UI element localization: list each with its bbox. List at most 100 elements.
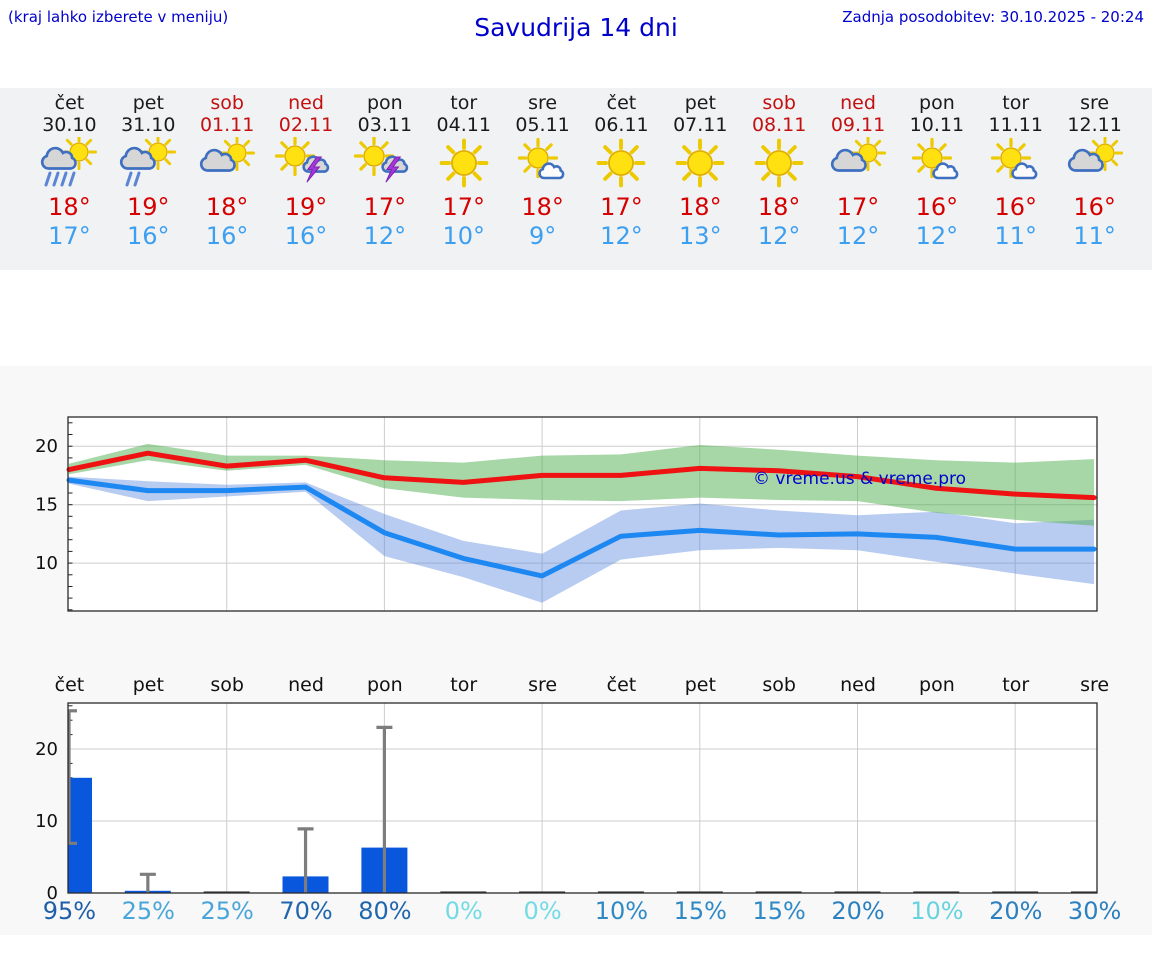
high-temp: 18° xyxy=(521,193,564,221)
precip-day-label: sre xyxy=(1080,674,1110,696)
forecast-day: pet 31.10 19° 16° xyxy=(109,88,188,270)
precip-probability: 15% xyxy=(752,897,806,925)
sun-storm-icon xyxy=(353,137,417,191)
forecast-strip: čet 30.10 18° 17° pet 31.10 19° 16° sob … xyxy=(0,88,1152,270)
forecast-day: ned 02.11 19° 16° xyxy=(267,88,346,270)
forecast-day: sob 08.11 18° 12° xyxy=(740,88,819,270)
precip-probability: 25% xyxy=(121,897,175,925)
low-temp: 17° xyxy=(48,222,91,250)
temperature-chart: 10 15 20 © vreme.us & vreme.pro xyxy=(35,416,1098,612)
forecast-day: čet 06.11 17° 12° xyxy=(582,88,661,270)
sun-cloud-rain2-icon xyxy=(116,137,180,191)
forecast-day: pet 07.11 18° 13° xyxy=(661,88,740,270)
precip-probability: 20% xyxy=(989,897,1043,925)
high-temp: 18° xyxy=(757,193,801,221)
precip-day-label: pet xyxy=(132,674,164,696)
low-temp: 13° xyxy=(679,222,722,250)
sun-icon xyxy=(747,137,811,191)
day-date: 08.11 xyxy=(751,114,807,136)
day-name: tor xyxy=(450,92,478,114)
day-date: 07.11 xyxy=(673,114,728,136)
day-name: čet xyxy=(606,92,637,114)
high-temp: 16° xyxy=(1073,193,1116,221)
forecast-day: pon 03.11 17° 12° xyxy=(345,88,424,270)
day-date: 30.10 xyxy=(42,114,97,136)
precip-probability: 0% xyxy=(444,897,483,925)
high-temp: 18° xyxy=(679,193,722,221)
precip-bars xyxy=(68,777,1097,893)
day-date: 03.11 xyxy=(357,114,413,136)
high-temp: 17° xyxy=(363,193,407,221)
svg-text:15: 15 xyxy=(35,495,58,516)
day-name: sre xyxy=(1080,92,1110,114)
high-temp: 17° xyxy=(442,193,485,221)
forecast-day: sre 12.11 16° 11° xyxy=(1055,88,1134,270)
low-temp: 12° xyxy=(915,222,959,250)
precip-day-label: pon xyxy=(919,674,955,696)
cloud-sun-icon xyxy=(826,137,890,191)
high-temp: 19° xyxy=(284,193,328,221)
precip-probability: 10% xyxy=(910,897,964,925)
svg-text:10: 10 xyxy=(35,553,58,574)
sun-smallcloud-icon xyxy=(905,137,969,191)
day-date: 06.11 xyxy=(594,114,649,136)
low-temp: 12° xyxy=(363,222,407,250)
high-temp: 17° xyxy=(600,193,643,221)
precip-probability: 0% xyxy=(523,897,562,925)
precip-day-label: ned xyxy=(288,674,324,696)
day-date: 02.11 xyxy=(278,114,334,136)
day-name: ned xyxy=(840,92,876,114)
menu-hint: (kraj lahko izberete v meniju) xyxy=(8,8,229,26)
day-date: 11.11 xyxy=(988,114,1043,136)
sun-cloud-rain4-icon xyxy=(37,137,101,191)
low-temp: 11° xyxy=(1073,222,1116,250)
precip-day-labels: čet pet sob ned pon tor sre čet pet sob ned pon tor s… xyxy=(0,674,1152,696)
high-temp: 17° xyxy=(836,193,880,221)
precip-day-label: sob xyxy=(762,674,796,696)
day-name: sob xyxy=(210,92,244,114)
precip-probability: 95% xyxy=(42,897,97,925)
low-temp: 10° xyxy=(442,222,485,250)
day-date: 10.11 xyxy=(909,114,965,136)
forecast-day: sre 05.11 18° 9° xyxy=(503,88,582,270)
sun-icon xyxy=(432,137,496,191)
cloud-sun-icon xyxy=(1063,137,1127,191)
sun-smallcloud-icon xyxy=(984,137,1048,191)
svg-text:10: 10 xyxy=(35,811,58,832)
forecast-day: pon 10.11 16° 12° xyxy=(897,88,976,270)
sun-smallcloud-icon xyxy=(511,137,575,191)
precip-day-label: čet xyxy=(54,674,85,696)
forecast-day: tor 11.11 16° 11° xyxy=(976,88,1055,270)
svg-text:0: 0 xyxy=(47,883,58,900)
high-temp: 16° xyxy=(915,193,959,221)
low-temp: 12° xyxy=(600,222,643,250)
day-name: sre xyxy=(528,92,558,114)
precip-day-label: tor xyxy=(1002,674,1030,696)
forecast-day: ned 09.11 17° 12° xyxy=(819,88,898,270)
forecast-day: tor 04.11 17° 10° xyxy=(424,88,503,270)
precip-day-label: čet xyxy=(606,674,637,696)
precip-probability: 30% xyxy=(1067,897,1122,925)
cloud-sun-icon xyxy=(195,137,259,191)
day-name: pet xyxy=(132,92,164,114)
sun-storm-icon xyxy=(274,137,338,191)
day-name: ned xyxy=(288,92,324,114)
low-temp: 11° xyxy=(994,222,1038,250)
day-date: 09.11 xyxy=(830,114,886,136)
low-temp: 12° xyxy=(836,222,880,250)
high-temp: 18° xyxy=(48,193,91,221)
precip-whiskers xyxy=(68,709,393,893)
low-temp: 16° xyxy=(205,222,249,250)
low-temp: 12° xyxy=(757,222,801,250)
precip-probability: 20% xyxy=(831,897,885,925)
day-name: čet xyxy=(54,92,85,114)
day-name: sob xyxy=(762,92,796,114)
sun-icon xyxy=(668,137,732,191)
svg-text:20: 20 xyxy=(35,739,58,760)
last-update: Zadnja posodobitev: 30.10.2025 - 20:24 xyxy=(842,8,1144,26)
precip-probability: 25% xyxy=(200,897,254,925)
precip-probability: 15% xyxy=(673,897,727,925)
day-name: tor xyxy=(1002,92,1030,114)
precip-probability: 80% xyxy=(358,897,412,925)
